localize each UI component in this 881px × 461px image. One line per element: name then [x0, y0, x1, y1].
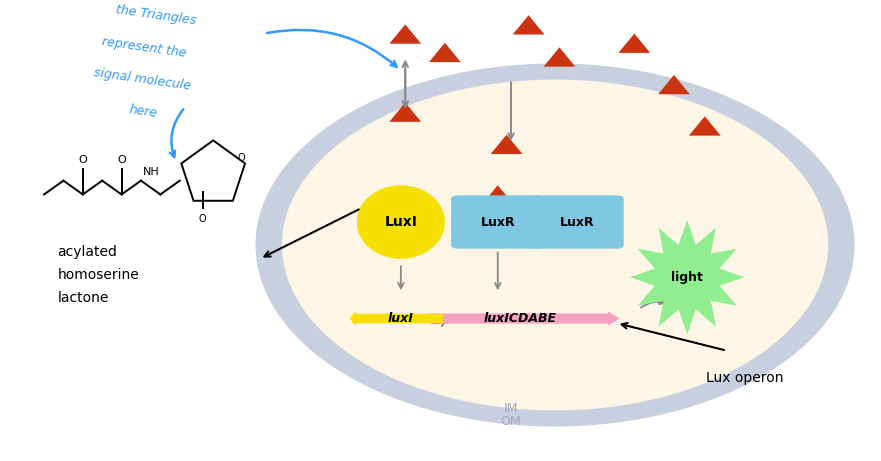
Text: light: light: [671, 271, 703, 284]
Text: the Triangles: the Triangles: [115, 3, 196, 27]
FancyBboxPatch shape: [530, 195, 624, 248]
Polygon shape: [544, 47, 575, 67]
Text: LuxR: LuxR: [480, 215, 515, 229]
Ellipse shape: [282, 80, 828, 410]
Polygon shape: [491, 135, 522, 154]
Text: O: O: [199, 214, 206, 224]
Polygon shape: [389, 24, 421, 44]
Text: O: O: [238, 153, 245, 163]
Polygon shape: [618, 34, 650, 53]
Text: signal molecule: signal molecule: [93, 66, 191, 93]
Text: luxI: luxI: [388, 312, 414, 325]
Polygon shape: [482, 185, 514, 205]
Text: lactone: lactone: [57, 291, 108, 305]
Text: OM: OM: [500, 415, 522, 428]
Text: homoserine: homoserine: [57, 268, 139, 282]
Text: luxICDABE: luxICDABE: [484, 312, 556, 325]
Text: LuxI: LuxI: [384, 215, 418, 229]
Ellipse shape: [357, 185, 445, 259]
Ellipse shape: [255, 64, 855, 426]
Polygon shape: [429, 43, 461, 62]
Text: here: here: [128, 103, 158, 120]
Polygon shape: [630, 220, 744, 334]
Polygon shape: [389, 102, 421, 122]
Text: NH: NH: [143, 167, 159, 177]
Text: Lux operon: Lux operon: [706, 371, 783, 385]
Polygon shape: [513, 15, 544, 35]
Polygon shape: [689, 116, 721, 136]
Text: acylated: acylated: [57, 245, 117, 259]
Text: O: O: [78, 154, 87, 165]
Polygon shape: [658, 75, 690, 94]
Text: LuxR: LuxR: [559, 215, 595, 229]
Text: O: O: [117, 154, 126, 165]
FancyBboxPatch shape: [451, 195, 544, 248]
Text: IM: IM: [504, 402, 518, 414]
Text: represent the: represent the: [101, 35, 188, 60]
FancyArrowPatch shape: [430, 313, 618, 325]
FancyArrowPatch shape: [351, 313, 442, 324]
